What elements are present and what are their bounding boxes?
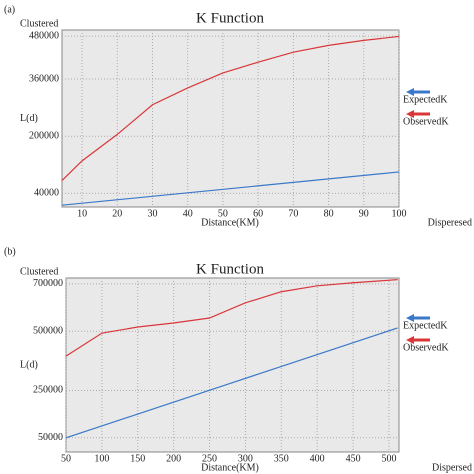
y-axis-label: L(d) [20, 113, 38, 124]
legend-label: ObservedK [403, 116, 449, 127]
y-tick-label: 480000 [29, 30, 59, 41]
x-tick-label: 50 [218, 208, 228, 219]
legend-arrowhead [406, 110, 414, 118]
data-line [61, 171, 400, 206]
panel-label: (a) [4, 4, 15, 15]
x-end-label: Dispersed [432, 462, 472, 473]
x-tick-label: 40 [183, 208, 193, 219]
x-tick-label: 30 [148, 208, 158, 219]
x-tick-label: 200 [166, 453, 181, 464]
x-tick-label: 500 [381, 453, 396, 464]
y-tick-label: 40000 [34, 188, 59, 199]
x-tick-label: 90 [359, 208, 369, 219]
legend-arrowhead [406, 88, 414, 96]
x-tick-label: 100 [94, 453, 109, 464]
data-line [61, 35, 400, 181]
y-tick-label: 700000 [33, 278, 63, 289]
x-axis-label: Distance(KM) [201, 217, 259, 228]
y-tick-label: 200000 [29, 130, 59, 141]
x-tick-label: 150 [130, 453, 145, 464]
x-tick-label: 60 [253, 208, 263, 219]
y-top-label: Clustered [20, 266, 58, 277]
x-tick-label: 250 [202, 453, 217, 464]
x-axis-label: Distance(KM) [201, 462, 259, 473]
data-line [65, 327, 398, 439]
legend-label: ObservedK [403, 342, 449, 353]
x-tick-label: 100 [392, 208, 407, 219]
x-tick-label: 50 [61, 453, 71, 464]
plot-background [65, 277, 400, 453]
x-tick-label: 80 [324, 208, 334, 219]
panel-label: (b) [4, 246, 16, 257]
y-axis-label: L(d) [20, 359, 38, 370]
plot-background [61, 29, 400, 208]
x-tick-label: 450 [346, 453, 361, 464]
x-end-label: Disperesed [428, 217, 472, 228]
legend-label: ExpectedK [403, 94, 448, 105]
x-tick-label: 350 [274, 453, 289, 464]
chart-title: K Function [196, 10, 264, 26]
x-tick-label: 70 [288, 208, 298, 219]
legend-arrowhead [406, 336, 414, 344]
y-tick-label: 50000 [38, 432, 63, 443]
chart-title: K Function [196, 261, 264, 277]
x-tick-label: 20 [112, 208, 122, 219]
x-tick-label: 10 [77, 208, 87, 219]
data-line [65, 279, 398, 357]
legend-arrowhead [406, 314, 414, 322]
x-tick-label: 400 [310, 453, 325, 464]
legend-label: ExpectedK [403, 320, 448, 331]
y-tick-label: 500000 [33, 326, 63, 337]
y-top-label: Clustered [20, 18, 58, 29]
y-tick-label: 360000 [29, 73, 59, 84]
y-tick-label: 250000 [33, 385, 63, 396]
x-tick-label: 300 [238, 453, 253, 464]
